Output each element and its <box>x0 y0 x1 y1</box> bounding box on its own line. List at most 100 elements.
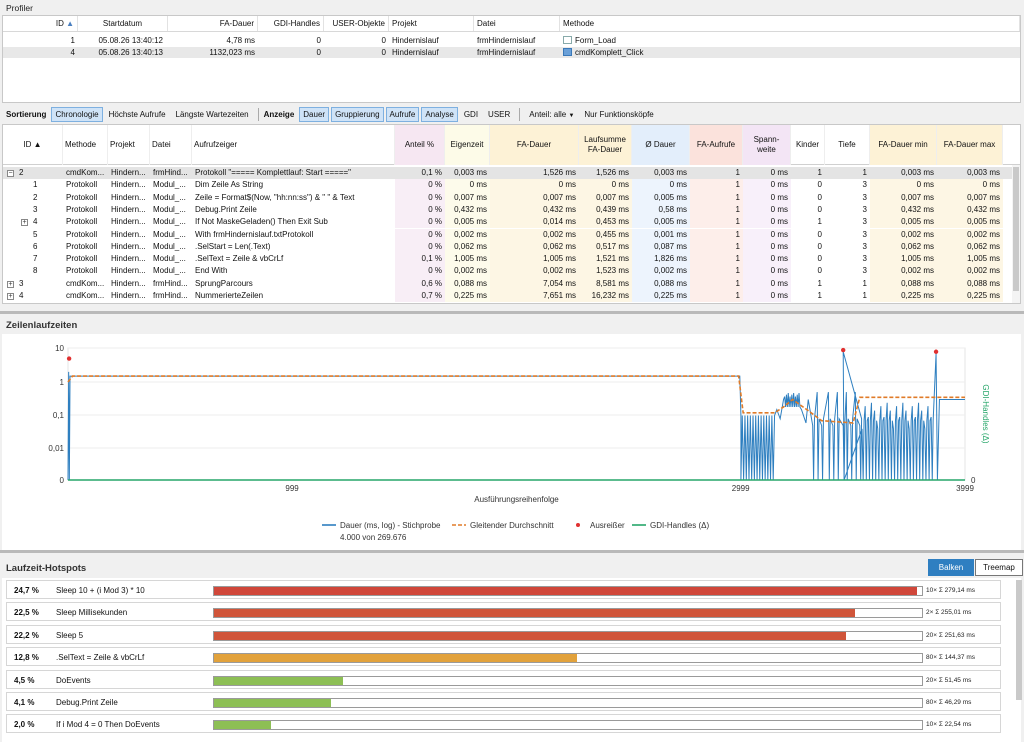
call-cell: Debug.Print Zeile <box>195 204 257 214</box>
sort-chronologie-button[interactable]: Chronologie <box>51 106 103 122</box>
col-laufsumme-fa-dauer-header[interactable]: Laufsumme FA-Dauer <box>579 125 632 165</box>
call-cell: cmdKom... <box>66 278 105 288</box>
expand-icon[interactable]: + <box>7 280 14 288</box>
treemap-button[interactable]: Treemap <box>975 559 1023 576</box>
view-user-button[interactable]: USER <box>488 109 511 119</box>
call-cell: 1,526 ms <box>543 168 576 177</box>
call-row[interactable]: 4 cmdKom... Hindern... frmHind... Nummeriert… <box>3 290 1020 303</box>
hotspot-bar <box>214 609 855 618</box>
hotspot-bar-track <box>213 586 923 596</box>
call-cell: 0 ms <box>743 253 791 266</box>
view-analyse-button[interactable]: Analyse <box>421 106 458 122</box>
col-aufrufzeiger-header[interactable]: Aufrufzeiger <box>192 125 395 165</box>
hotspot-section-title: Laufzeit-Hotspots <box>6 563 87 574</box>
section-splitter[interactable] <box>0 550 1024 553</box>
legend-sublabel: 4.000 von 269.676 <box>340 533 407 542</box>
call-cell: 0 ms <box>743 277 791 290</box>
call-cell: 3 <box>862 192 867 202</box>
col-user[interactable]: USER-Objekte <box>324 16 389 31</box>
col-fa-dauer-header[interactable]: FA-Dauer <box>490 125 579 165</box>
vertical-scrollbar[interactable] <box>1012 165 1020 303</box>
call-cell: 0 ms <box>632 179 690 192</box>
hotspot-count: 20× Σ 251,63 ms <box>926 631 976 639</box>
call-row[interactable]: 8 Protokoll Hindern... Modul_... End With 0 %… <box>3 265 1020 278</box>
call-cell: 0 % <box>395 191 445 204</box>
view-dauer-button[interactable]: Dauer <box>299 106 330 122</box>
col-methode[interactable]: Methode <box>560 16 1020 31</box>
call-row[interactable]: 2 Protokoll Hindern... Modul_... Zeile = For… <box>3 191 1020 204</box>
col-fa-dauer-min-header[interactable]: FA-Dauer min <box>870 125 937 165</box>
col-kinder-header[interactable]: Kinder <box>791 125 825 165</box>
call-cell: 0,007 ms <box>870 191 937 204</box>
hotspot-row[interactable]: 4,5 % DoEvents 20× Σ 51,45 ms <box>6 669 1001 689</box>
call-cell: 0,062 ms <box>937 240 1003 254</box>
call-cell: Protokoll <box>66 180 98 190</box>
col-tiefe-header[interactable]: Tiefe <box>825 125 870 165</box>
view-gruppierung-button[interactable]: Gruppierung <box>331 106 384 122</box>
call-cell: 0,007 ms <box>937 191 1003 204</box>
col-fa-dauer-max-header[interactable]: FA-Dauer max <box>937 125 1003 165</box>
expand-icon[interactable]: + <box>21 219 28 227</box>
balken-button[interactable]: Balken <box>928 559 974 576</box>
call-cell: 6 <box>33 241 38 251</box>
call-cell: Protokoll <box>66 229 98 239</box>
col-datei-header[interactable]: Datei <box>150 125 192 165</box>
call-row[interactable]: 7 Protokoll Hindern... Modul_... .SelText = … <box>3 253 1020 266</box>
view-aufrufe-button[interactable]: Aufrufe <box>385 106 420 122</box>
col-anteil-header[interactable]: Anteil % <box>395 125 445 165</box>
col-methode-header[interactable]: Methode <box>63 125 108 165</box>
call-row[interactable]: 5 Protokoll Hindern... Modul_... With frmHin… <box>3 228 1020 241</box>
x-axis-label: Ausführungsreihenfolge <box>474 495 559 504</box>
scrollbar-thumb[interactable] <box>1013 167 1019 291</box>
anteil-dropdown[interactable]: Anteil: alle ▼ <box>525 107 578 122</box>
call-cell: Hindern... <box>111 204 146 214</box>
collapse-icon[interactable]: − <box>7 170 14 177</box>
call-cell: Modul_... <box>153 254 186 264</box>
call-row[interactable]: 1 Protokoll Hindern... Modul_... Dim Zeile A… <box>3 179 1020 192</box>
col-id[interactable]: ID ▲ <box>3 16 78 31</box>
call-row[interactable]: 2 cmdKom... Hindern... frmHind... Protokoll … <box>3 167 1020 180</box>
expand-icon[interactable]: + <box>7 293 14 300</box>
call-cell: 0,003 ms <box>454 168 487 177</box>
hotspot-scrollbar[interactable] <box>1016 580 1022 700</box>
section-splitter[interactable] <box>0 311 1024 314</box>
col-datei[interactable]: Datei <box>474 16 560 31</box>
hotspot-label: DoEvents <box>56 675 91 685</box>
call-row[interactable]: 4 Protokoll Hindern... Modul_... If Not Mask… <box>3 216 1020 229</box>
call-tree-header: ID ▲ Methode Projekt Datei Aufrufzeiger Antei… <box>3 125 1020 165</box>
hotspot-row[interactable]: 22,2 % Sleep 5 20× Σ 251,63 ms <box>6 624 1001 644</box>
call-row[interactable]: 3 Protokoll Hindern... Modul_... Debug.Print… <box>3 203 1020 217</box>
call-cell: 0,007 ms <box>490 191 579 204</box>
view-gdi-button[interactable]: GDI <box>463 109 479 119</box>
col-gdi[interactable]: GDI-Handles <box>258 16 324 31</box>
col-fa-aufrufe-header[interactable]: FA-Aufrufe <box>690 125 743 165</box>
col-projekt[interactable]: Projekt <box>389 16 474 31</box>
col-projekt-header[interactable]: Projekt <box>108 125 150 165</box>
col-dauer-header[interactable]: Ø Dauer <box>632 125 690 165</box>
call-row[interactable]: 6 Protokoll Hindern... Modul_... .SelStart =… <box>3 240 1020 254</box>
session-row[interactable]: 1 05.08.26 13:40:12 4,78 ms 0 0 Hinderni… <box>3 35 1020 46</box>
sort-laengste-wartezeiten-button[interactable]: Längste Wartezeiten <box>175 109 249 119</box>
hotspot-row[interactable]: 24,7 % Sleep 10 + (i Mod 3) * 10 10× Σ 279… <box>6 580 1001 599</box>
col-start[interactable]: Startdatum <box>78 16 168 31</box>
runtime-chart-svg: 10 1 0,1 0,01 0 999 2999 3999 Ausführungsreihenf… <box>48 344 990 542</box>
col-spann-weite-header[interactable]: Spann-weite <box>743 125 791 165</box>
nur-funktionskoepfe-toggle[interactable]: Nur Funktionsköpfe <box>584 109 654 119</box>
call-cell: Hindern... <box>111 168 146 177</box>
call-tree-grid[interactable]: ID ▲ Methode Projekt Datei Aufrufzeiger Antei… <box>2 124 1021 304</box>
call-row[interactable]: 3 cmdKom... Hindern... frmHind... SprungParc… <box>3 277 1020 290</box>
col-dauer[interactable]: FA-Dauer <box>168 16 258 31</box>
call-cell: Hindern... <box>111 217 146 227</box>
session-grid[interactable]: ID ▲ Startdatum FA-Dauer GDI-Handles USE… <box>2 15 1021 103</box>
col-eigenzeit-header[interactable]: Eigenzeit <box>445 125 490 165</box>
sort-hoechste-aufrufe-button[interactable]: Höchste Aufrufe <box>108 109 166 119</box>
call-cell: 1 <box>690 265 743 278</box>
hotspot-row[interactable]: 4,1 % Debug.Print Zeile 80× Σ 46,29 ms <box>6 692 1001 711</box>
hotspot-row[interactable]: 22,5 % Sleep Millisekunden 2× Σ 255,01 ms <box>6 602 1001 622</box>
hotspot-row[interactable]: 12,8 % .SelText = Zeile & vbCrLf 80× Σ 144… <box>6 647 1001 667</box>
call-cell: 0,432 ms <box>490 203 579 217</box>
hotspot-percent: 4,1 % <box>14 698 35 707</box>
col-id-header[interactable]: ID ▲ <box>3 125 63 165</box>
hotspot-row[interactable]: 2,0 % If i Mod 4 = 0 Then DoEvents 10× Σ 2… <box>6 714 1001 734</box>
session-row-selected[interactable]: 4 05.08.26 13:40:13 1132,023 ms 0 0 Hind… <box>3 47 1020 58</box>
